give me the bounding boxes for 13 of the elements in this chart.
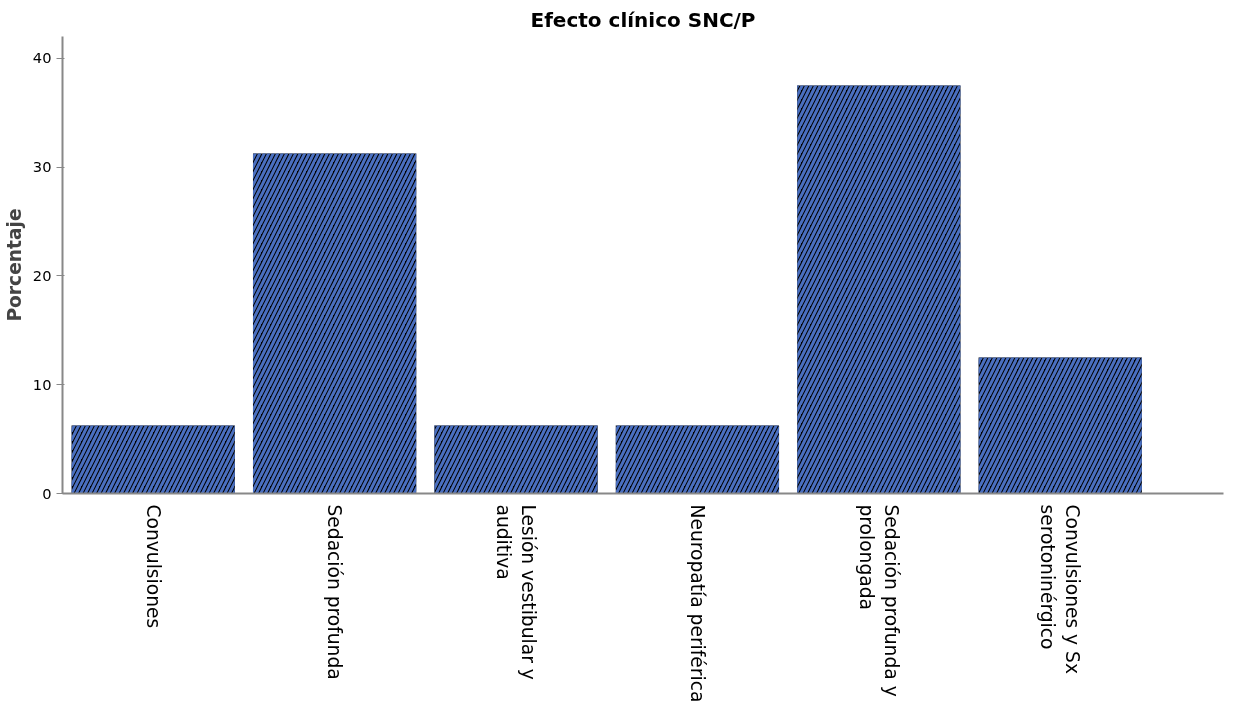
y-axis-title: Porcentaje xyxy=(3,208,25,322)
y-tick-label: 0 xyxy=(42,484,52,502)
y-tick-label: 20 xyxy=(32,266,52,284)
y-tick-label: 40 xyxy=(32,49,52,67)
x-tick-label: Lesión vestibular y auditiva xyxy=(492,504,540,680)
y-tick-label: 30 xyxy=(32,158,52,176)
x-tick-label: Convulsiones y Sx serotoninérgico xyxy=(1037,504,1084,674)
chart-title: Efecto clínico SNC/P xyxy=(530,7,756,32)
y-tick-label: 10 xyxy=(32,375,52,393)
x-tick-label: Sedación profunda xyxy=(324,504,346,680)
x-tick-label: Convulsiones xyxy=(142,504,164,629)
x-tick-label: Sedación profunda y prolongada xyxy=(855,504,902,697)
x-tick-label: Neuropatía periférica xyxy=(686,504,708,703)
